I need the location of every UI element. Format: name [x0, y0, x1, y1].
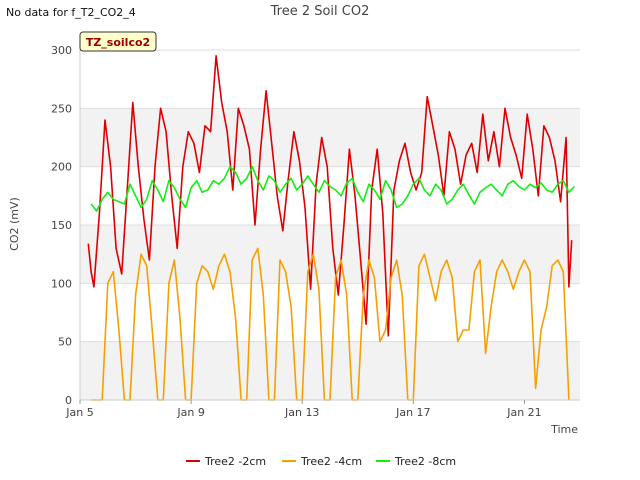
badge-text: TZ_soilco2 [86, 36, 150, 49]
y-tick-label: 100 [51, 277, 72, 290]
legend-label: Tree2 -4cm [300, 455, 362, 468]
no-data-message: No data for f_T2_CO2_4 [6, 6, 136, 19]
grid-band [80, 50, 580, 109]
y-axis-label: CO2 (mV) [8, 197, 21, 251]
chart-title: Tree 2 Soil CO2 [270, 4, 370, 19]
y-tick-label: 150 [51, 219, 72, 232]
legend-label: Tree2 -2cm [204, 455, 266, 468]
grid-band [80, 108, 580, 167]
x-tick-label: Jan 5 [65, 406, 93, 419]
x-tick-label: Jan 17 [395, 406, 430, 419]
y-tick-label: 0 [65, 394, 72, 407]
y-tick-label: 250 [51, 102, 72, 115]
legend-label: Tree2 -8cm [394, 455, 456, 468]
grid-band [80, 283, 580, 342]
grid-band [80, 225, 580, 284]
y-tick-label: 300 [51, 44, 72, 57]
x-tick-label: Jan 9 [176, 406, 204, 419]
x-tick-labels: Jan 5 Jan 9 Jan 13 Jan 17 Jan 21 [65, 400, 542, 419]
y-tick-label: 50 [58, 336, 72, 349]
site-badge: TZ_soilco2 [79, 31, 157, 52]
legend: Tree2 -2cm Tree2 -4cm Tree2 -8cm [186, 455, 456, 468]
y-tick-label: 200 [51, 161, 72, 174]
x-tick-label: Jan 21 [506, 406, 541, 419]
series-line-1 [87, 54, 573, 337]
y-tick-labels: 0 50 100 150 200 250 300 [51, 44, 72, 407]
badge-box [79, 31, 157, 52]
x-tick-label: Jan 13 [284, 406, 319, 419]
axes [79, 50, 580, 401]
series-line-3 [90, 165, 575, 212]
x-axis-label: Time [550, 423, 578, 436]
